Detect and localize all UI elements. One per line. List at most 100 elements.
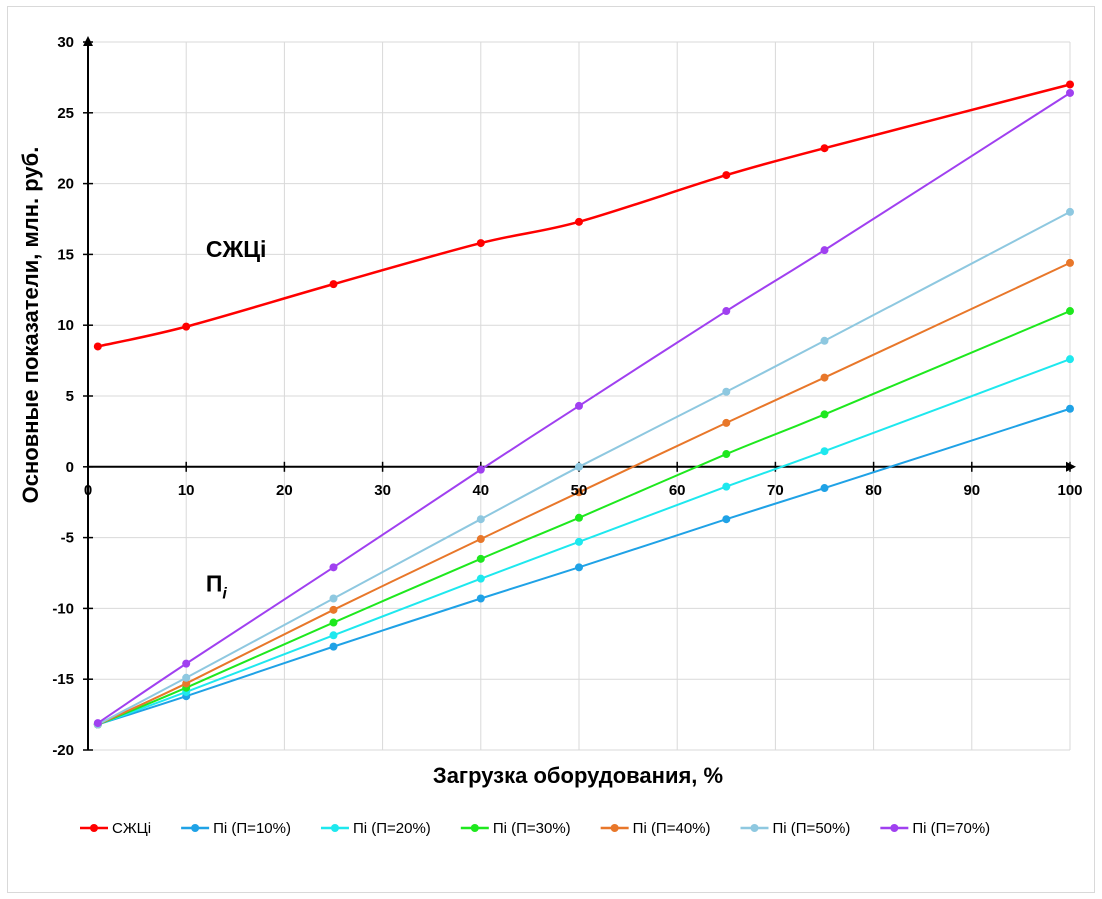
data-point: [820, 484, 829, 493]
legend-item: Пі (П=70%): [880, 820, 990, 837]
data-point: [1066, 355, 1074, 364]
x-tick-label: 100: [1057, 482, 1082, 499]
ticks-layer: 0 10 20 30 40 50 60 70 80 90 100302520151050-5-10-…: [52, 34, 1082, 759]
data-point: [722, 450, 731, 459]
data-point: [93, 719, 102, 728]
legend-item: Пі (П=20%): [320, 820, 431, 837]
legend-marker: [750, 824, 759, 832]
data-point: [820, 246, 829, 255]
data-point: [820, 410, 829, 419]
x-tick-label: 40: [472, 482, 489, 499]
data-point: [329, 594, 338, 603]
data-point: [476, 515, 485, 524]
y-tick-label: 5: [66, 388, 74, 405]
x-tick-label: 20: [276, 482, 293, 499]
legend-item: Пі (П=10%): [181, 820, 291, 837]
data-point: [182, 679, 191, 688]
series-5: [93, 258, 1074, 729]
y-tick-label: 15: [57, 246, 74, 263]
data-point: [575, 488, 583, 497]
data-point: [93, 342, 102, 351]
data-point: [329, 642, 338, 651]
data-point: [476, 465, 485, 474]
series-3: [93, 355, 1074, 729]
y-tick-label: 20: [57, 176, 74, 193]
y-axis-title: Основные показатели, млн. руб.: [18, 147, 43, 504]
y-tick-label: 0: [66, 459, 74, 476]
legend-label: СЖЦі: [112, 820, 151, 837]
data-point: [575, 462, 583, 471]
series-4: [93, 307, 1074, 729]
x-tick-label: 90: [963, 482, 980, 499]
data-point: [722, 387, 731, 396]
legend: СЖЦі Пі (П=10%) Пі (П=20%) Пі (П=30%) Пі (П=…: [80, 820, 990, 837]
data-point: [820, 144, 829, 153]
legend-marker: [90, 824, 98, 832]
data-point: [722, 171, 731, 180]
data-point: [329, 563, 338, 572]
data-point: [1066, 80, 1074, 89]
y-tick-label: 30: [57, 34, 74, 51]
data-point: [722, 307, 731, 316]
data-point: [820, 447, 829, 456]
series-2: [93, 404, 1074, 729]
series-7: [93, 88, 1074, 728]
data-point: [182, 322, 191, 331]
data-point: [575, 217, 583, 226]
x-tick-label: 10: [178, 482, 195, 499]
data-point: [476, 239, 485, 248]
legend-label: Пі (П=30%): [493, 820, 571, 837]
legend-marker: [470, 824, 479, 832]
data-point: [1066, 207, 1074, 216]
x-tick-label: 0: [84, 482, 92, 499]
chart-frame: [7, 6, 1095, 893]
x-tick-label: 60: [669, 482, 686, 499]
series-line: [97, 83, 1071, 348]
legend-marker: [330, 824, 339, 832]
data-point: [476, 594, 485, 603]
series-line: [97, 261, 1071, 726]
data-point: [722, 418, 731, 427]
data-point: [1066, 307, 1074, 316]
data-point: [1066, 258, 1074, 267]
legend-label: Пі (П=10%): [213, 820, 291, 837]
x-tick-label: 70: [767, 482, 784, 499]
legend-label: Пі (П=20%): [353, 820, 431, 837]
legend-item: СЖЦі: [80, 820, 151, 837]
data-point: [476, 574, 485, 583]
data-point: [1066, 88, 1074, 97]
data-point: [722, 482, 731, 491]
legend-marker: [191, 824, 200, 832]
data-point: [182, 659, 191, 668]
data-point: [329, 618, 338, 627]
data-point: [575, 401, 583, 410]
x-axis-title: Загрузка оборудования, %: [433, 763, 723, 788]
y-tick-label: -5: [61, 530, 74, 547]
data-point: [329, 280, 338, 289]
series-line: [97, 358, 1071, 726]
legend-item: Пі (П=50%): [740, 820, 850, 837]
data-point: [182, 673, 191, 682]
data-point: [575, 513, 583, 522]
x-tick-label: 80: [865, 482, 882, 499]
annotations-layer: СЖЦі Пi: [206, 236, 267, 602]
data-point: [476, 554, 485, 563]
data-point: [1066, 404, 1074, 413]
y-tick-label: -15: [52, 671, 74, 688]
data-point: [476, 535, 485, 544]
legend-marker: [890, 824, 899, 832]
legend-item: Пі (П=40%): [600, 820, 711, 837]
annotation-label: Пi: [206, 570, 228, 602]
y-tick-label: -10: [52, 600, 74, 617]
y-tick-label: 10: [57, 317, 74, 334]
y-tick-label: 25: [57, 105, 74, 122]
series-line: [97, 211, 1071, 726]
x-tick-label: 50: [571, 482, 588, 499]
x-tick-label: 30: [374, 482, 391, 499]
y-tick-label: -20: [52, 742, 74, 759]
data-point: [722, 515, 731, 524]
series-line: [97, 407, 1071, 726]
legend-label: Пі (П=40%): [633, 820, 711, 837]
data-point: [329, 631, 338, 640]
